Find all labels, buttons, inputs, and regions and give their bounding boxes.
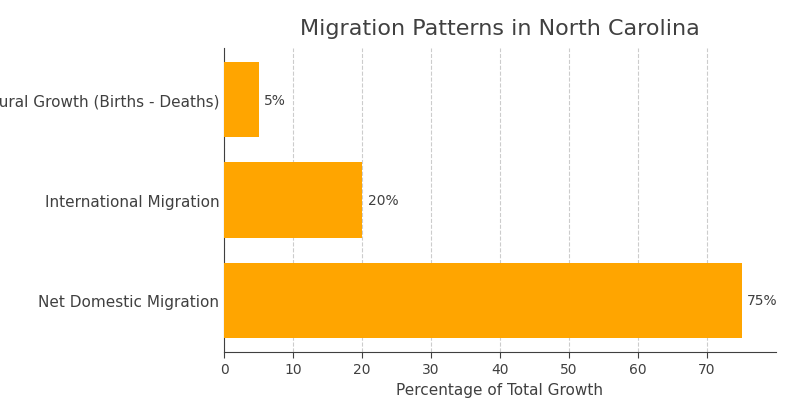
Bar <box>224 263 742 338</box>
Title: Migration Patterns in North Carolina: Migration Patterns in North Carolina <box>300 19 700 39</box>
Text: 75%: 75% <box>747 294 778 308</box>
Text: 20%: 20% <box>367 193 398 207</box>
Bar <box>224 163 362 238</box>
Bar <box>224 63 258 138</box>
X-axis label: Percentage of Total Growth: Percentage of Total Growth <box>397 382 603 397</box>
Text: 5%: 5% <box>264 93 286 107</box>
